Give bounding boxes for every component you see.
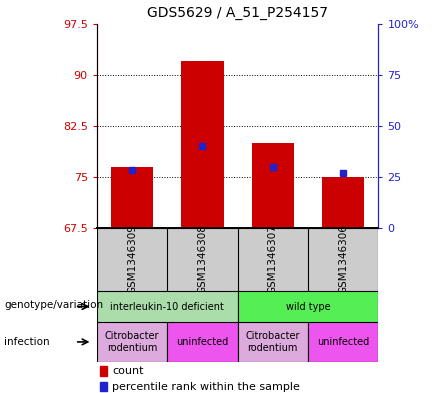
Bar [99, 382, 106, 391]
Bar [238, 322, 308, 362]
Text: Citrobacter
rodentium: Citrobacter rodentium [105, 331, 159, 353]
Text: infection: infection [4, 337, 50, 347]
Text: genotype/variation: genotype/variation [4, 299, 103, 310]
Text: interleukin-10 deficient: interleukin-10 deficient [110, 301, 224, 312]
Text: count: count [112, 366, 144, 376]
Bar [167, 322, 238, 362]
Bar [111, 167, 153, 228]
Bar [99, 366, 106, 376]
Text: GSM1346307: GSM1346307 [268, 224, 278, 294]
Title: GDS5629 / A_51_P254157: GDS5629 / A_51_P254157 [147, 6, 328, 20]
Bar [97, 322, 167, 362]
Bar [252, 143, 294, 228]
Bar [322, 177, 364, 228]
Text: uninfected: uninfected [317, 337, 369, 347]
Text: GSM1346306: GSM1346306 [338, 224, 348, 294]
Text: wild type: wild type [286, 301, 330, 312]
Text: Citrobacter
rodentium: Citrobacter rodentium [246, 331, 300, 353]
Text: GSM1346309: GSM1346309 [127, 224, 137, 294]
Bar [181, 61, 224, 228]
Text: percentile rank within the sample: percentile rank within the sample [112, 382, 300, 392]
Bar [308, 322, 378, 362]
Bar [238, 291, 378, 322]
Bar [97, 291, 238, 322]
Text: GSM1346308: GSM1346308 [198, 224, 207, 294]
Text: uninfected: uninfected [176, 337, 228, 347]
